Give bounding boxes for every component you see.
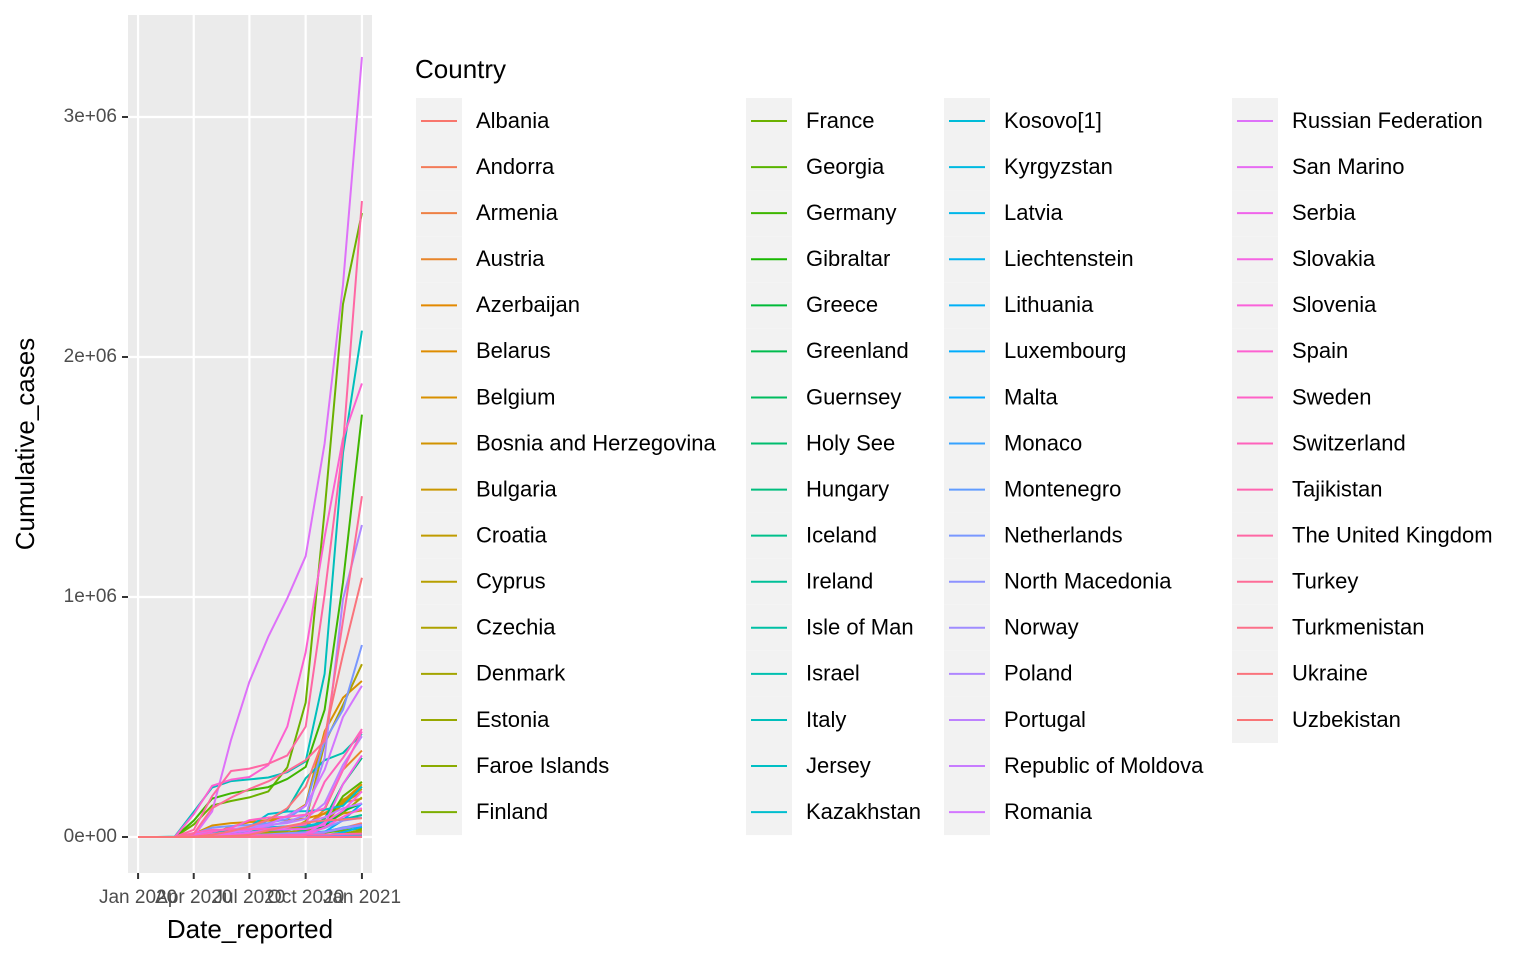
legend-label: Czechia xyxy=(476,615,556,640)
legend-label: Armenia xyxy=(476,200,559,225)
legend-label: Greece xyxy=(806,292,878,317)
legend-label: Kyrgyzstan xyxy=(1004,154,1113,179)
legend-label: North Macedonia xyxy=(1004,569,1172,594)
legend-label: Denmark xyxy=(476,661,566,686)
x-axis-title: Date_reported xyxy=(167,914,333,944)
legend-label: Cyprus xyxy=(476,569,546,594)
legend-label: Poland xyxy=(1004,661,1073,686)
legend-label: Monaco xyxy=(1004,430,1082,455)
legend-label: Hungary xyxy=(806,476,889,501)
legend-label: Switzerland xyxy=(1292,430,1406,455)
legend-label: Serbia xyxy=(1292,200,1356,225)
legend-label: Bulgaria xyxy=(476,476,557,501)
legend-label: Norway xyxy=(1004,615,1079,640)
legend-label: Slovakia xyxy=(1292,246,1376,271)
legend-label: Sweden xyxy=(1292,384,1372,409)
legend-label: Austria xyxy=(476,246,545,271)
y-tick-label: 3e+06 xyxy=(64,106,117,127)
legend-label: France xyxy=(806,108,874,133)
legend-label: Malta xyxy=(1004,384,1059,409)
legend-label: Lithuania xyxy=(1004,292,1094,317)
legend-label: Kosovo[1] xyxy=(1004,108,1102,133)
legend-label: Republic of Moldova xyxy=(1004,753,1204,778)
legend-label: Tajikistan xyxy=(1292,476,1382,501)
legend-label: Faroe Islands xyxy=(476,753,609,778)
y-tick-label: 0e+00 xyxy=(64,826,117,847)
legend-label: Isle of Man xyxy=(806,615,914,640)
legend-label: Iceland xyxy=(806,522,877,547)
legend-label: Jersey xyxy=(806,753,871,778)
legend-label: Israel xyxy=(806,661,860,686)
y-tick-label: 1e+06 xyxy=(64,586,117,607)
legend-label: Germany xyxy=(806,200,896,225)
legend-label: Albania xyxy=(476,108,550,133)
legend-label: Turkmenistan xyxy=(1292,615,1424,640)
legend-label: Liechtenstein xyxy=(1004,246,1134,271)
legend-label: Georgia xyxy=(806,154,885,179)
legend-label: Ukraine xyxy=(1292,661,1368,686)
legend-label: Turkey xyxy=(1292,569,1358,594)
legend-label: Greenland xyxy=(806,338,909,363)
legend-label: Russian Federation xyxy=(1292,108,1483,133)
x-tick-label: Jan 2020 xyxy=(99,887,177,908)
legend-label: Bosnia and Herzegovina xyxy=(476,430,716,455)
legend-label: Belarus xyxy=(476,338,551,363)
x-tick-label: Jul 2020 xyxy=(213,887,285,908)
legend-label: Portugal xyxy=(1004,707,1086,732)
series-line xyxy=(138,817,362,838)
legend-label: Montenegro xyxy=(1004,476,1121,501)
x-tick-label: Jan 2021 xyxy=(323,887,401,908)
legend-title: Country xyxy=(415,54,506,84)
legend-label: San Marino xyxy=(1292,154,1405,179)
legend-label: Estonia xyxy=(476,707,550,732)
x-tick-label: Oct 2020 xyxy=(267,887,344,908)
legend-label: Spain xyxy=(1292,338,1348,363)
legend-label: Netherlands xyxy=(1004,522,1123,547)
legend-label: Slovenia xyxy=(1292,292,1377,317)
y-tick-label: 2e+06 xyxy=(64,346,117,367)
legend: Albania Andorra Armenia Austria Azerbaijan Be… xyxy=(416,98,1493,836)
legend-label: Latvia xyxy=(1004,200,1063,225)
legend-label: Gibraltar xyxy=(806,246,890,271)
legend-label: Romania xyxy=(1004,799,1093,824)
legend-label: The United Kingdom xyxy=(1292,522,1493,547)
legend-label: Belgium xyxy=(476,384,555,409)
legend-label: Italy xyxy=(806,707,846,732)
legend-label: Luxembourg xyxy=(1004,338,1126,363)
legend-label: Andorra xyxy=(476,154,555,179)
y-axis-title: Cumulative_cases xyxy=(10,338,40,550)
legend-label: Guernsey xyxy=(806,384,901,409)
legend-label: Ireland xyxy=(806,569,873,594)
lines xyxy=(138,56,363,838)
x-tick-label: Apr 2020 xyxy=(155,887,232,908)
legend-label: Kazakhstan xyxy=(806,799,921,824)
legend-label: Finland xyxy=(476,799,548,824)
legend-label: Holy See xyxy=(806,430,895,455)
legend-label: Uzbekistan xyxy=(1292,707,1401,732)
legend-label: Azerbaijan xyxy=(476,292,580,317)
legend-label: Croatia xyxy=(476,522,548,547)
